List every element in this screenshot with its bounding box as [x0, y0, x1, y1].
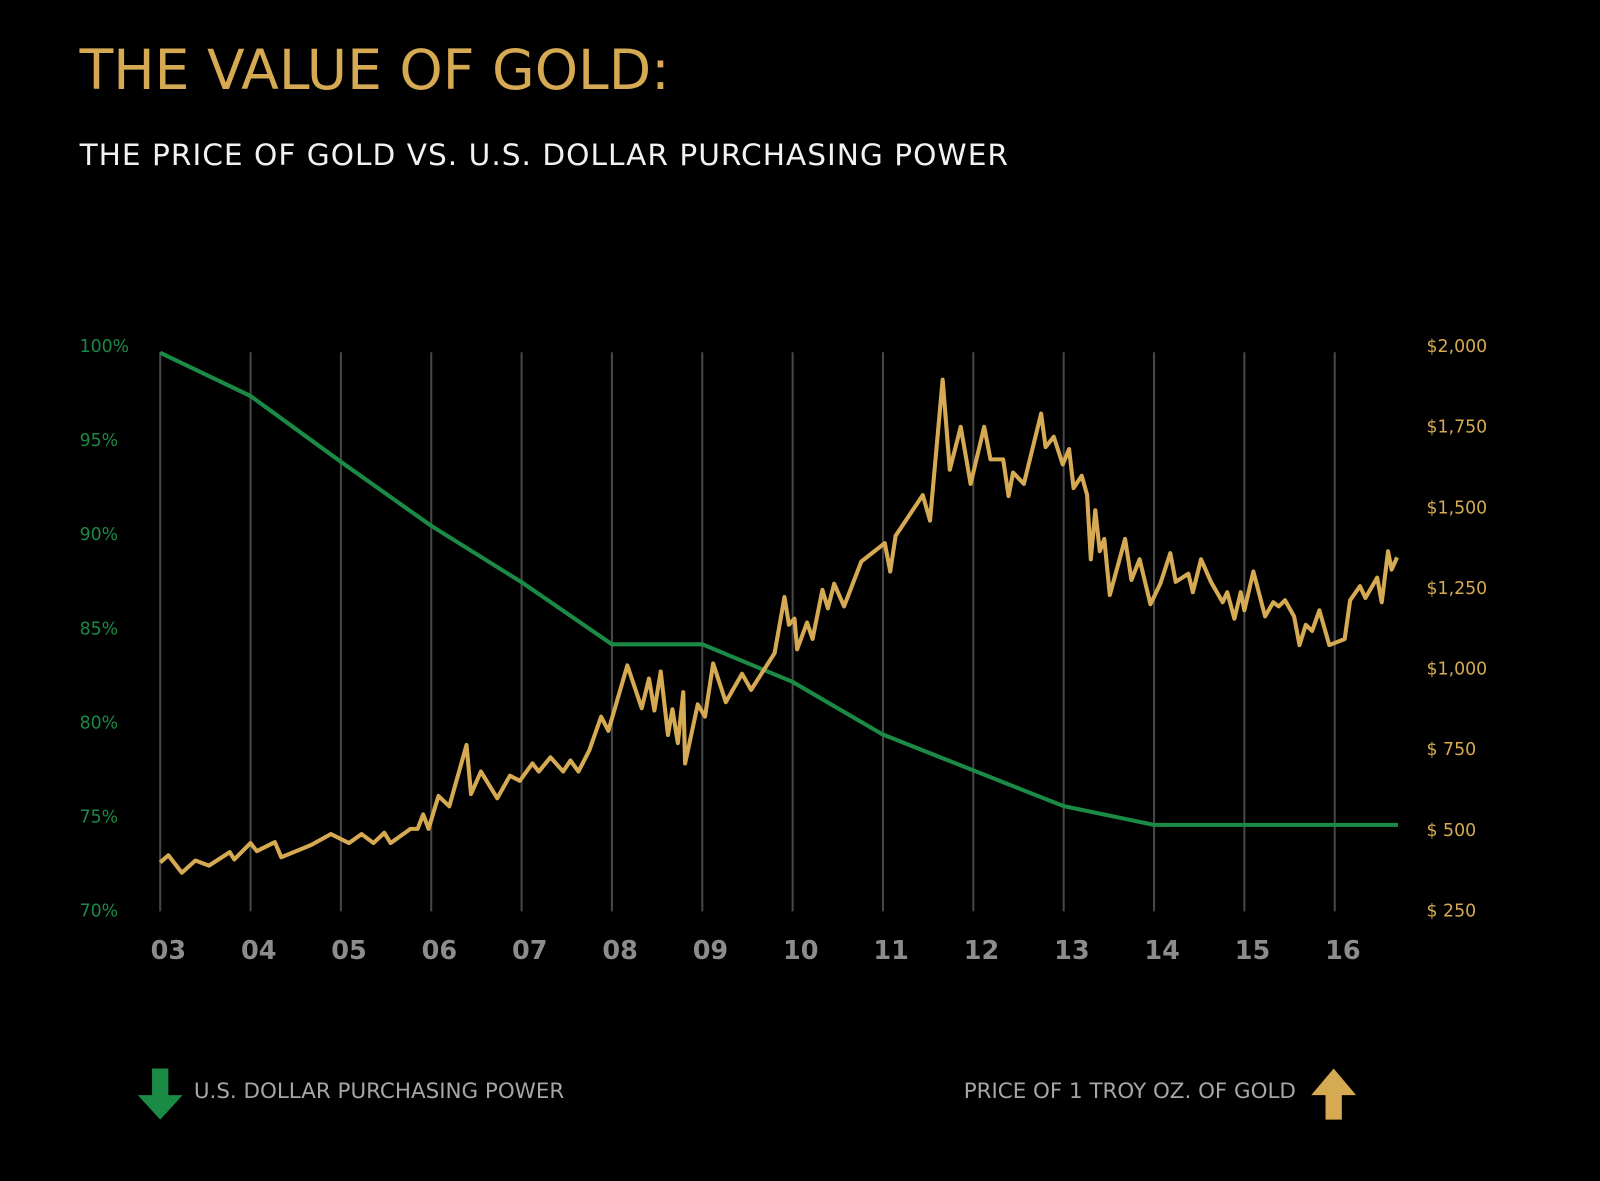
x-tick-label: 13	[1054, 936, 1090, 966]
y2-tick-label: $ 250	[1427, 901, 1477, 921]
legend-marker	[137, 1068, 183, 1120]
y-axis-label: U.S. DOLLAR PURCHASING POWER	[37, 352, 53, 599]
x-tick-label: 14	[1144, 936, 1180, 966]
y2-tick-label: $2,000	[1427, 337, 1488, 357]
y-tick-label: 75%	[80, 807, 119, 827]
x-tick-label: 07	[512, 936, 548, 966]
y-tick-label: 100%	[80, 337, 130, 357]
y2-tick-label: $1,000	[1427, 660, 1488, 680]
y2-axis-label: PRICE OF 1 TROY OZ. OF GOLD	[1523, 352, 1539, 573]
x-tick-label: 05	[331, 936, 367, 966]
series-line	[159, 350, 1398, 827]
y-tick-label: 80%	[80, 713, 119, 733]
x-tick-label: 09	[693, 936, 729, 966]
x-tick-label: 08	[602, 936, 638, 966]
y-tick-label: 70%	[80, 901, 119, 921]
y-tick-label: 95%	[80, 431, 119, 451]
x-tick-label: 11	[873, 936, 908, 966]
y2-tick-label: $ 750	[1427, 740, 1477, 760]
chart-subtitle: THE PRICE OF GOLD VS. U.S. DOLLAR PURCHA…	[79, 138, 1009, 172]
x-tick-label: 12	[964, 936, 999, 966]
x-tick-label: 06	[422, 936, 458, 966]
y2-tick-label: $1,500	[1427, 498, 1488, 518]
x-tick-label: 10	[783, 936, 818, 966]
y2-tick-label: $1,750	[1427, 418, 1488, 438]
x-tick-label: 16	[1325, 936, 1361, 966]
y2-tick-label: $ 500	[1427, 821, 1477, 841]
y2-tick-label: $1,250	[1427, 579, 1488, 599]
x-tick-label: 03	[151, 936, 187, 966]
x-tick-label: 15	[1235, 936, 1271, 966]
series-line	[158, 377, 1399, 875]
legend-label: PRICE OF 1 TROY OZ. OF GOLD	[964, 1079, 1296, 1104]
chart-title: THE VALUE OF GOLD:	[79, 38, 670, 102]
legend-label: U.S. DOLLAR PURCHASING POWER	[194, 1079, 564, 1104]
y-tick-label: 85%	[80, 619, 119, 639]
y-tick-label: 90%	[80, 525, 119, 545]
legend-marker	[1311, 1068, 1357, 1120]
x-tick-label: 04	[241, 936, 277, 966]
